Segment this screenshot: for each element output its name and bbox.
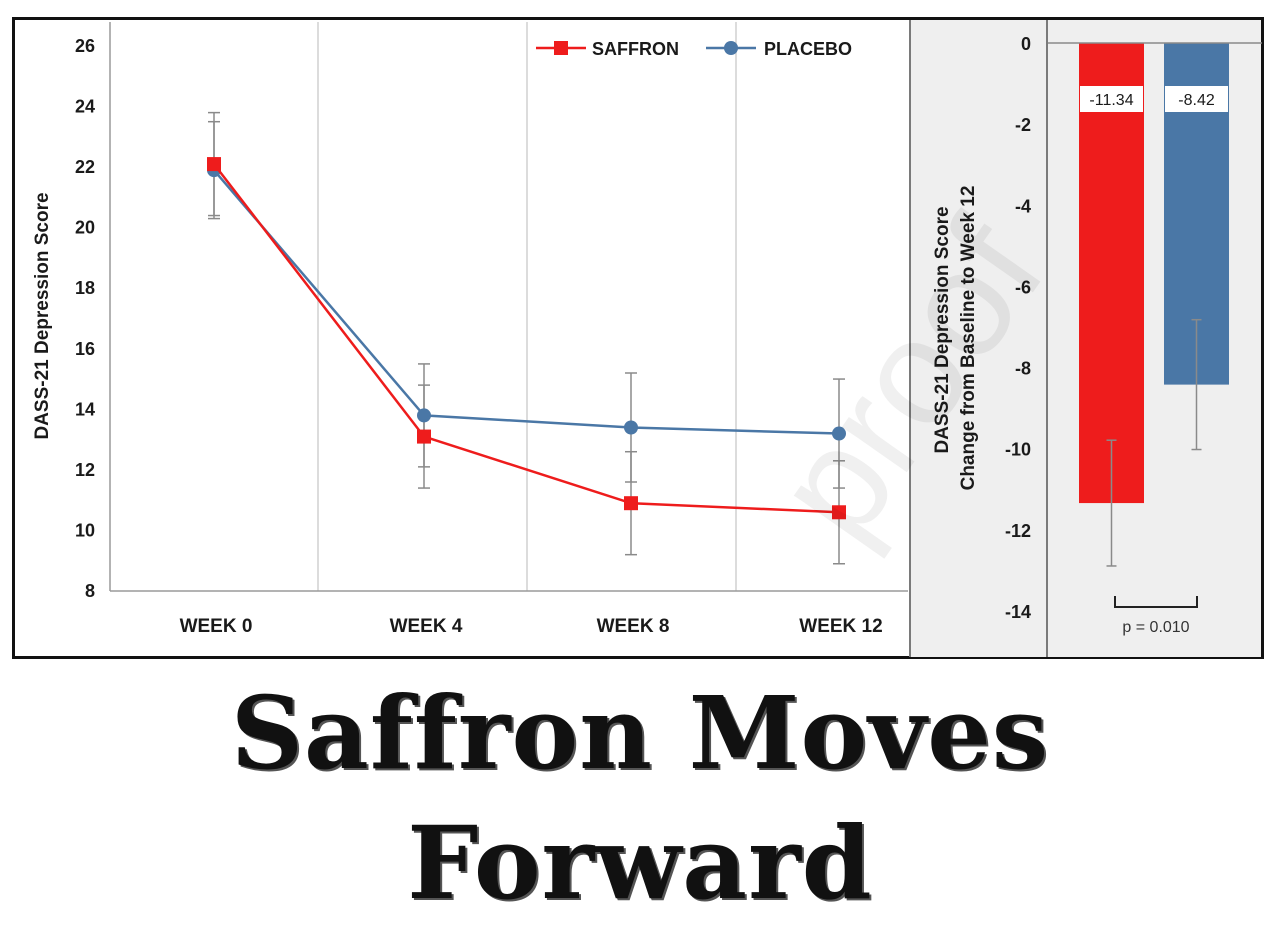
y-tick-label: 8 (85, 581, 95, 601)
y-tick-label: -2 (1015, 115, 1031, 135)
y-tick-label: -4 (1015, 196, 1031, 216)
y-tick-label: 20 (75, 218, 95, 238)
data-point-placebo (624, 420, 638, 435)
bar-chart: 0 -2 -4 -6 -8 -10 -12 -14 DASS-21 Depression Sco… (932, 34, 1262, 636)
data-point-saffron (417, 429, 431, 444)
value-label: -11.34 (1089, 92, 1133, 109)
series-line-saffron (213, 163, 840, 514)
value-label-box (1080, 86, 1143, 112)
axis-divider (1046, 20, 1048, 657)
significance-bracket (1114, 596, 1198, 608)
data-point-saffron (832, 505, 846, 520)
panel-divider (909, 20, 911, 657)
y-tick-label: -6 (1015, 277, 1031, 297)
x-tick-label: WEEK 4 (390, 616, 463, 637)
y-tick-label: 24 (75, 97, 95, 117)
legend-marker-circle (724, 41, 738, 55)
y-tick-label: -8 (1015, 359, 1031, 379)
y-tick-label: 18 (75, 278, 95, 298)
y-tick-label: -12 (1005, 521, 1031, 541)
legend-marker-square (554, 41, 568, 55)
x-tick-label: WEEK 8 (597, 616, 670, 637)
legend-label: PLACEBO (764, 39, 852, 59)
line-chart: 8 10 12 14 16 18 20 22 24 26 WEEK 0 WEEK 4 WEEK 8 WEE… (32, 22, 908, 637)
y-axis-title: DASS-21 Depression Score (32, 192, 53, 439)
y-tick-label: 12 (75, 460, 95, 480)
data-point-saffron (207, 157, 221, 172)
data-point-saffron (624, 496, 638, 511)
y-axis-title-line2: Change from Baseline to Week 12 (958, 186, 979, 491)
y-tick-label: 22 (75, 157, 95, 177)
data-point-placebo (417, 408, 431, 423)
y-tick-label: 26 (75, 36, 95, 56)
x-tick-label: WEEK 12 (799, 616, 882, 637)
y-tick-label: -14 (1005, 602, 1031, 622)
y-tick-label: -10 (1005, 440, 1031, 460)
p-value-annotation: p = 0.010 (1122, 619, 1189, 636)
value-label: -8.42 (1178, 92, 1215, 109)
y-tick-label: 16 (75, 339, 95, 359)
y-tick-label: 14 (75, 399, 95, 419)
value-label-box (1165, 86, 1228, 112)
legend-label: SAFFRON (592, 39, 679, 59)
series-line-placebo (213, 169, 840, 435)
y-tick-label: 10 (75, 520, 95, 540)
y-tick-label: 0 (1021, 34, 1031, 54)
x-tick-label: WEEK 0 (180, 616, 253, 637)
headline: Saffron Moves Forward (230, 674, 1050, 922)
y-axis-title-line1: DASS-21 Depression Score (932, 206, 953, 453)
data-point-placebo (832, 426, 846, 441)
bar-saffron (1079, 43, 1144, 504)
